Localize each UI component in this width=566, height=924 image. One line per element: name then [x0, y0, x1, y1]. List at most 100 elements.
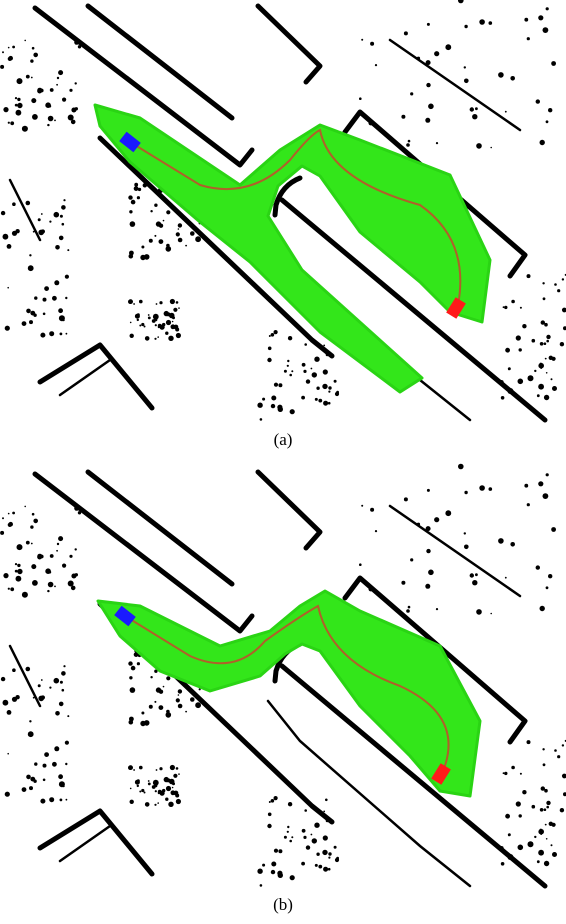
- speckle: [1, 211, 5, 215]
- speckle: [562, 308, 566, 313]
- speckle: [545, 358, 547, 360]
- speckle: [165, 798, 168, 801]
- speckle: [78, 511, 81, 514]
- speckle: [540, 363, 542, 365]
- speckle: [55, 245, 60, 250]
- speckle: [507, 854, 513, 860]
- speckle: [499, 846, 503, 850]
- speckle: [328, 386, 331, 389]
- speckle: [287, 831, 289, 833]
- speckle: [129, 676, 132, 679]
- speckle: [3, 234, 9, 240]
- speckle: [287, 360, 289, 362]
- speckle: [361, 505, 363, 507]
- speckle: [195, 702, 201, 708]
- speckle: [168, 802, 173, 807]
- speckle: [406, 609, 410, 613]
- speckle: [175, 328, 179, 332]
- speckle: [37, 89, 42, 94]
- speckle: [499, 380, 503, 384]
- speckle: [269, 801, 271, 803]
- speckle: [47, 590, 49, 592]
- speckle: [15, 229, 19, 233]
- speckle: [33, 231, 35, 233]
- speckle: [271, 862, 276, 867]
- speckle: [537, 394, 540, 397]
- speckle: [278, 407, 283, 412]
- speckle: [22, 592, 28, 598]
- speckle: [71, 574, 76, 579]
- speckle: [288, 336, 292, 340]
- speckle: [157, 802, 159, 804]
- speckle: [59, 702, 64, 707]
- speckle: [159, 224, 163, 228]
- speckle: [428, 104, 434, 110]
- speckle: [58, 536, 63, 541]
- speckle: [67, 715, 69, 717]
- speckle: [15, 695, 19, 699]
- speckle: [328, 402, 331, 405]
- speckle: [58, 70, 63, 75]
- speckle: [171, 790, 176, 795]
- speckle: [408, 606, 411, 609]
- speckle: [516, 801, 521, 806]
- speckle: [74, 40, 79, 45]
- speckle: [2, 51, 4, 53]
- speckle: [519, 814, 522, 817]
- speckle: [546, 586, 549, 589]
- speckle: [66, 799, 68, 801]
- speckle: [54, 212, 60, 218]
- speckle: [278, 849, 282, 853]
- speckle: [557, 755, 560, 758]
- speckle: [137, 319, 139, 321]
- speckle: [498, 538, 504, 544]
- speckle: [427, 489, 430, 492]
- speckle: [528, 375, 534, 381]
- speckle: [524, 18, 528, 22]
- speckle: [54, 746, 59, 751]
- speckle: [311, 368, 313, 370]
- speckle: [318, 399, 322, 403]
- speckle: [0, 531, 4, 535]
- speckle: [290, 409, 295, 414]
- speckle: [32, 114, 38, 120]
- speckle: [426, 549, 430, 553]
- speckle: [29, 320, 33, 324]
- speckle: [325, 799, 328, 802]
- speckle: [328, 852, 331, 855]
- speckle: [557, 289, 560, 292]
- speckle: [62, 98, 66, 102]
- speckle: [168, 336, 173, 341]
- speckle: [33, 697, 35, 699]
- speckle: [135, 314, 140, 319]
- speckle: [166, 210, 170, 214]
- speckle: [163, 686, 165, 688]
- speckle: [284, 836, 287, 839]
- speckle: [60, 799, 63, 802]
- speckle: [22, 787, 27, 792]
- speckle: [166, 246, 172, 252]
- speckle: [178, 704, 183, 709]
- speckle: [544, 395, 549, 400]
- speckle: [268, 347, 272, 351]
- speckle: [32, 580, 38, 586]
- speckle: [301, 396, 305, 400]
- speckle: [278, 873, 283, 878]
- speckle: [43, 298, 47, 302]
- panel-b: [0, 464, 566, 887]
- panel-a: [0, 0, 566, 421]
- speckle: [172, 787, 174, 789]
- speckle: [190, 231, 195, 236]
- speckle: [130, 800, 134, 804]
- speckle: [334, 846, 337, 849]
- speckle: [323, 811, 325, 813]
- speckle: [170, 299, 175, 304]
- speckle: [17, 569, 22, 574]
- speckle: [154, 804, 156, 806]
- speckle: [544, 342, 547, 345]
- speckle: [464, 532, 466, 534]
- speckle: [33, 519, 38, 524]
- speckle: [60, 215, 63, 218]
- speckle: [290, 875, 295, 880]
- speckle: [540, 342, 544, 346]
